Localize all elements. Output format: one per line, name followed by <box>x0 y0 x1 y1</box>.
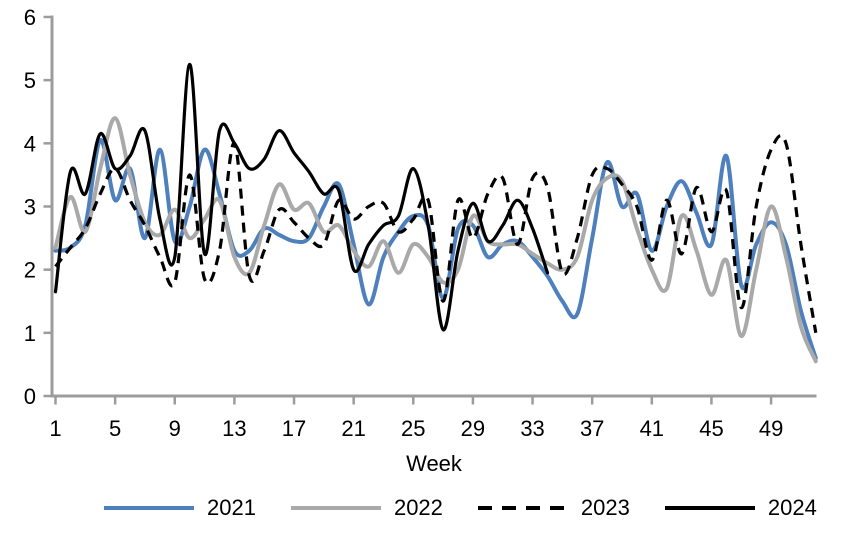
y-tick-label-1: 1 <box>24 321 36 346</box>
x-axis-title: Week <box>406 451 462 476</box>
legend-label-2023: 2023 <box>580 495 630 520</box>
y-tick-label-6: 6 <box>24 5 36 30</box>
x-tick-label-37: 37 <box>580 416 604 441</box>
legend-label-2021: 2021 <box>207 495 256 520</box>
y-tick-label-3: 3 <box>24 194 36 219</box>
legend-line-2024 <box>664 506 755 510</box>
legend-item-2022: 2022 <box>290 495 443 520</box>
series-line-2023 <box>54 133 818 334</box>
y-tick-label-2: 2 <box>24 258 36 283</box>
legend-label-2022: 2022 <box>393 495 443 520</box>
legend-item-2024: 2024 <box>664 495 817 520</box>
x-tick-label-17: 17 <box>282 416 306 441</box>
legend-item-2021: 2021 <box>104 496 256 520</box>
series-line-2024 <box>53 62 550 332</box>
x-tick-label-29: 29 <box>461 416 485 441</box>
legend-label-2024: 2024 <box>767 495 817 520</box>
x-tick-label-49: 49 <box>759 416 783 441</box>
series-line-2021 <box>53 138 818 361</box>
y-tick-label-5: 5 <box>24 68 36 93</box>
x-tick-label-41: 41 <box>640 416 664 441</box>
x-tick-label-25: 25 <box>401 416 425 441</box>
y-tick-label-4: 4 <box>24 131 36 156</box>
x-tick-label-33: 33 <box>520 416 544 441</box>
y-tick-label-0: 0 <box>24 384 36 409</box>
legend-line-2023 <box>477 506 568 510</box>
series-line-2022 <box>53 116 818 364</box>
legend-item-2023: 2023 <box>477 495 630 520</box>
chart-legend: 2021 2022 2023 2024 <box>104 496 817 520</box>
x-tick-label-5: 5 <box>109 416 121 441</box>
x-tick-label-1: 1 <box>49 416 61 441</box>
legend-line-2021 <box>104 506 194 510</box>
x-tick-label-21: 21 <box>341 416 365 441</box>
legend-line-2022 <box>290 506 381 510</box>
x-tick-label-13: 13 <box>222 416 246 441</box>
x-tick-label-45: 45 <box>699 416 723 441</box>
x-tick-label-9: 9 <box>169 416 181 441</box>
